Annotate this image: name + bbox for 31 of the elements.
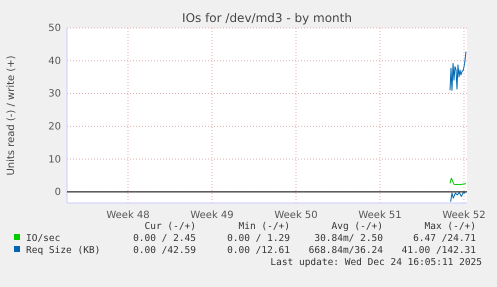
x-tick-label: Week 48	[106, 210, 150, 222]
text: Min (-/+)	[238, 221, 290, 232]
line-series	[450, 51, 466, 91]
text: 0.00 / 2.45	[133, 233, 196, 244]
text: Avg (-/+)	[332, 221, 383, 232]
text: Cur (-/+)	[144, 221, 196, 232]
chart-title: IOs for /dev/md3 - by month	[182, 11, 352, 25]
text: Max (-/+)	[424, 221, 476, 232]
legend-label: Req Size (KB)	[26, 245, 100, 256]
y-tick-label: 0	[54, 187, 61, 198]
y-tick-label: 30	[48, 88, 61, 100]
line-series	[450, 192, 466, 202]
y-tick-label: 10	[48, 154, 61, 166]
text: 0.00 /12.61	[227, 245, 290, 256]
text: Last update: Wed Dec 24 16:05:11 2025	[270, 257, 482, 268]
y-tick-label: 40	[48, 56, 61, 67]
text: 30.84m/ 2.50	[314, 233, 384, 244]
y-tick-label: 20	[48, 122, 61, 133]
legend-label: IO/sec	[26, 233, 60, 244]
x-tick-label: Week 49	[190, 210, 234, 222]
x-tick-label: Week 52	[442, 210, 486, 222]
y-axis-title: Units read (-) / write (+)	[6, 55, 17, 176]
text: 0.00 / 1.29	[227, 233, 290, 244]
y-tick-label: 50	[48, 23, 61, 34]
line-series	[450, 178, 466, 186]
text: 668.84m/36.24	[308, 245, 384, 256]
text: 0.00 /42.59	[133, 245, 196, 256]
x-tick-label: Week 51	[358, 210, 402, 222]
x-tick-label: Week 50	[274, 210, 318, 222]
text: 6.47 /24.71	[413, 233, 476, 244]
text: 41.00 /142.31	[402, 245, 476, 256]
